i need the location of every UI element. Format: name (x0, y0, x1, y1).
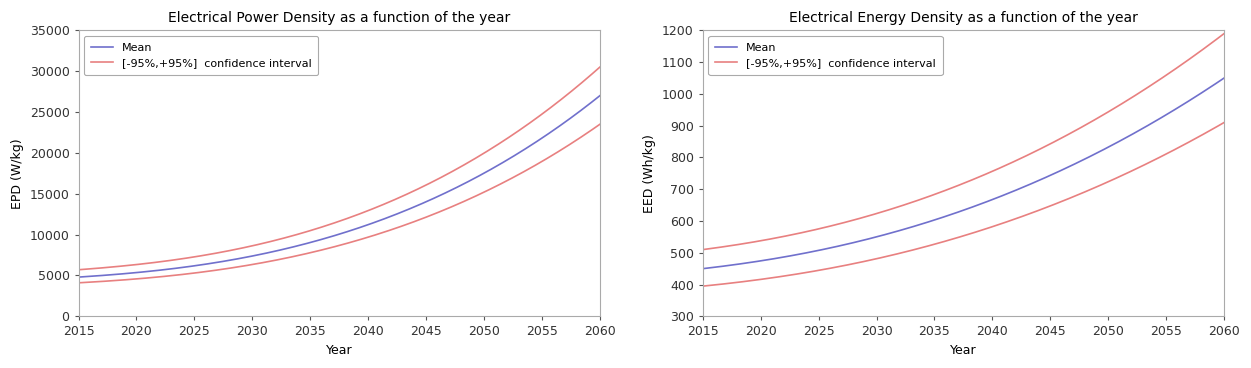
X-axis label: Year: Year (950, 344, 977, 357)
[-95%,+95%]  confidence interval (382, 200, 397, 204)
Legend: Mean, [-95%,+95%]  confidence interval: Mean, [-95%,+95%] confidence interval (708, 36, 942, 75)
Mean (498, 159, 513, 163)
[-95%,+95%]  confidence interval (579, 76, 594, 80)
[-95%,+95%]  confidence interval (71, 268, 86, 272)
Mean (946, 212, 961, 216)
Mean (1216, 76, 1231, 80)
Y-axis label: EED (Wh/kg): EED (Wh/kg) (643, 134, 657, 213)
Mean (977, 200, 992, 205)
Line: [-95%,+95%]  confidence interval: [-95%,+95%] confidence interval (703, 33, 1223, 250)
[-95%,+95%]  confidence interval (319, 223, 334, 228)
[-95%,+95%]  confidence interval (322, 222, 337, 227)
[-95%,+95%]  confidence interval (1203, 41, 1218, 45)
X-axis label: Year: Year (325, 344, 353, 357)
Mean (579, 103, 594, 108)
Mean (71, 275, 86, 279)
Mean (353, 225, 368, 230)
Title: Electrical Power Density as a function of the year: Electrical Power Density as a function o… (168, 11, 510, 25)
Mean (1006, 189, 1021, 194)
Line: Mean: Mean (79, 96, 599, 277)
Mean (1122, 133, 1137, 138)
Line: [-95%,+95%]  confidence interval: [-95%,+95%] confidence interval (79, 67, 599, 270)
Mean (382, 215, 397, 219)
Line: Mean: Mean (703, 78, 1223, 269)
[-95%,+95%]  confidence interval (1006, 160, 1021, 164)
[-95%,+95%]  confidence interval (696, 247, 711, 252)
[-95%,+95%]  confidence interval (1122, 96, 1137, 101)
Mean (592, 93, 607, 98)
[-95%,+95%]  confidence interval (498, 137, 513, 142)
Mean (1203, 84, 1218, 89)
Legend: Mean, [-95%,+95%]  confidence interval: Mean, [-95%,+95%] confidence interval (84, 36, 318, 75)
Title: Electrical Energy Density as a function of the year: Electrical Energy Density as a function … (789, 11, 1138, 25)
[-95%,+95%]  confidence interval (592, 65, 607, 70)
[-95%,+95%]  confidence interval (943, 186, 958, 191)
[-95%,+95%]  confidence interval (946, 185, 961, 190)
Mean (943, 213, 958, 217)
[-95%,+95%]  confidence interval (353, 211, 368, 216)
Y-axis label: EPD (W/kg): EPD (W/kg) (11, 138, 24, 209)
[-95%,+95%]  confidence interval (1216, 31, 1231, 36)
Mean (696, 266, 711, 271)
[-95%,+95%]  confidence interval (977, 172, 992, 177)
Mean (319, 236, 334, 240)
Mean (322, 235, 337, 239)
